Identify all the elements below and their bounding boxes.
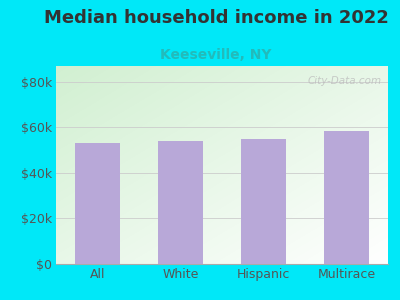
Text: Keeseville, NY: Keeseville, NY <box>160 48 272 62</box>
Bar <box>324 131 369 264</box>
Text: City-Data.com: City-Data.com <box>307 76 381 86</box>
Bar <box>75 143 120 264</box>
Bar <box>158 141 203 264</box>
Bar <box>241 139 286 264</box>
Text: Median household income in 2022: Median household income in 2022 <box>44 9 388 27</box>
